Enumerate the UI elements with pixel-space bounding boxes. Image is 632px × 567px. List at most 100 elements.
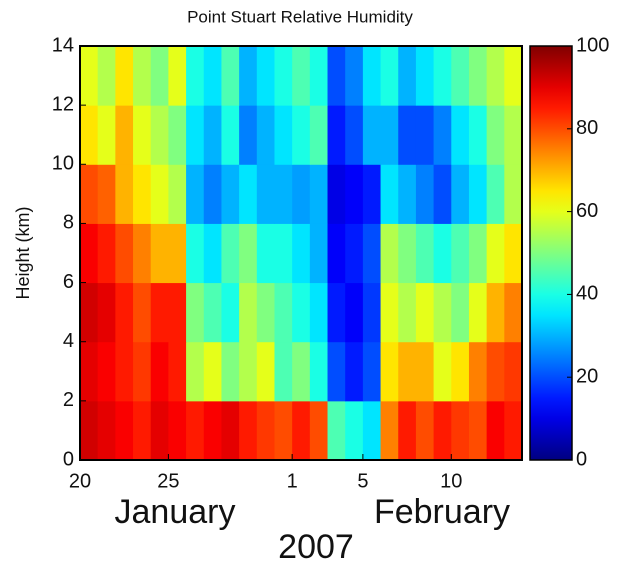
- heat-cell: [97, 223, 116, 284]
- heat-cell: [115, 223, 134, 284]
- heat-cell: [292, 282, 311, 343]
- heat-cell: [292, 46, 311, 106]
- heat-cell: [415, 282, 435, 343]
- heat-cell: [97, 341, 116, 402]
- heat-cell: [150, 282, 169, 343]
- heat-cell: [274, 341, 293, 402]
- heat-cell: [256, 164, 275, 224]
- heat-cell: [380, 164, 399, 224]
- colorbar-tick-label: 80: [576, 117, 598, 139]
- heat-cell: [133, 105, 152, 165]
- heat-cell: [309, 341, 329, 402]
- heat-cell: [345, 341, 364, 402]
- heat-cell: [186, 46, 205, 106]
- heat-cell: [486, 105, 505, 165]
- heat-cell: [415, 164, 435, 224]
- y-tick-label: 10: [52, 153, 74, 175]
- heat-cell: [115, 341, 134, 402]
- heat-cell: [168, 46, 187, 106]
- heat-cell: [292, 164, 311, 224]
- heat-cell: [309, 105, 329, 165]
- heat-cell: [327, 282, 346, 343]
- heat-cell: [80, 223, 99, 284]
- y-tick-label: 2: [63, 389, 74, 411]
- heat-cell: [468, 105, 488, 165]
- heat-cell: [292, 223, 311, 284]
- heat-cell: [221, 223, 240, 284]
- heat-cell: [168, 282, 187, 343]
- heat-cell: [362, 164, 382, 224]
- heat-cell: [221, 282, 240, 343]
- colorbar-tick-label: 20: [576, 365, 598, 387]
- heat-cell: [380, 105, 399, 165]
- heat-cell: [486, 400, 505, 461]
- heat-cell: [186, 341, 205, 402]
- heat-cell: [398, 164, 417, 224]
- heat-cell: [415, 223, 435, 284]
- heat-cell: [327, 46, 346, 106]
- year-label: 2007: [278, 528, 354, 566]
- heat-cell: [451, 164, 470, 224]
- heat-cell: [80, 105, 99, 165]
- x-tick-label: 10: [440, 470, 462, 492]
- plot-frame: [79, 45, 523, 461]
- heat-cell: [97, 164, 116, 224]
- heat-cell: [504, 282, 523, 343]
- heat-cell: [256, 105, 275, 165]
- heat-cell: [186, 400, 205, 461]
- heat-cell: [133, 282, 152, 343]
- heat-cell: [468, 46, 488, 106]
- heat-cell: [80, 46, 99, 106]
- heat-cell: [504, 223, 523, 284]
- heat-cell: [486, 223, 505, 284]
- heat-cell: [398, 223, 417, 284]
- x-tick-label: 5: [357, 470, 368, 492]
- heat-cell: [133, 223, 152, 284]
- heat-cell: [327, 400, 346, 461]
- heat-cell: [362, 46, 382, 106]
- heat-cell: [292, 341, 311, 402]
- heat-cell: [203, 400, 222, 461]
- heat-cell: [486, 164, 505, 224]
- heat-cell: [274, 400, 293, 461]
- heat-cell: [221, 46, 240, 106]
- heat-cell: [168, 164, 187, 224]
- heat-cell: [133, 341, 152, 402]
- heat-cell: [433, 341, 452, 402]
- heat-cell: [115, 400, 134, 461]
- heat-cell: [133, 164, 152, 224]
- colorbar: [529, 45, 573, 461]
- heat-cell: [203, 341, 222, 402]
- heat-cell: [203, 282, 222, 343]
- heat-cell: [398, 105, 417, 165]
- heat-cell: [451, 46, 470, 106]
- heat-cell: [380, 341, 399, 402]
- heat-cell: [274, 282, 293, 343]
- heat-cell: [327, 105, 346, 165]
- heat-cell: [186, 164, 205, 224]
- heat-cell: [150, 105, 169, 165]
- heat-cell: [168, 223, 187, 284]
- heat-cell: [239, 400, 258, 461]
- heat-cell: [433, 105, 452, 165]
- heat-cell: [362, 282, 382, 343]
- heat-cell: [97, 400, 116, 461]
- heat-cell: [115, 46, 134, 106]
- heat-cell: [433, 282, 452, 343]
- heat-cell: [433, 164, 452, 224]
- y-tick-label: 12: [52, 93, 74, 115]
- y-tick-label: 0: [63, 448, 74, 470]
- heat-cell: [504, 400, 523, 461]
- colorbar-tick-label: 60: [576, 200, 598, 222]
- x-tick-label: 1: [287, 470, 298, 492]
- y-tick-label: 14: [52, 34, 74, 56]
- y-axis-label: Height (km): [13, 206, 33, 299]
- heat-cell: [203, 164, 222, 224]
- heat-cell: [415, 105, 435, 165]
- heat-cell: [486, 46, 505, 106]
- heat-cell: [168, 400, 187, 461]
- colorbar-tick-label: 40: [576, 283, 598, 305]
- heat-cell: [186, 105, 205, 165]
- heat-cell: [150, 223, 169, 284]
